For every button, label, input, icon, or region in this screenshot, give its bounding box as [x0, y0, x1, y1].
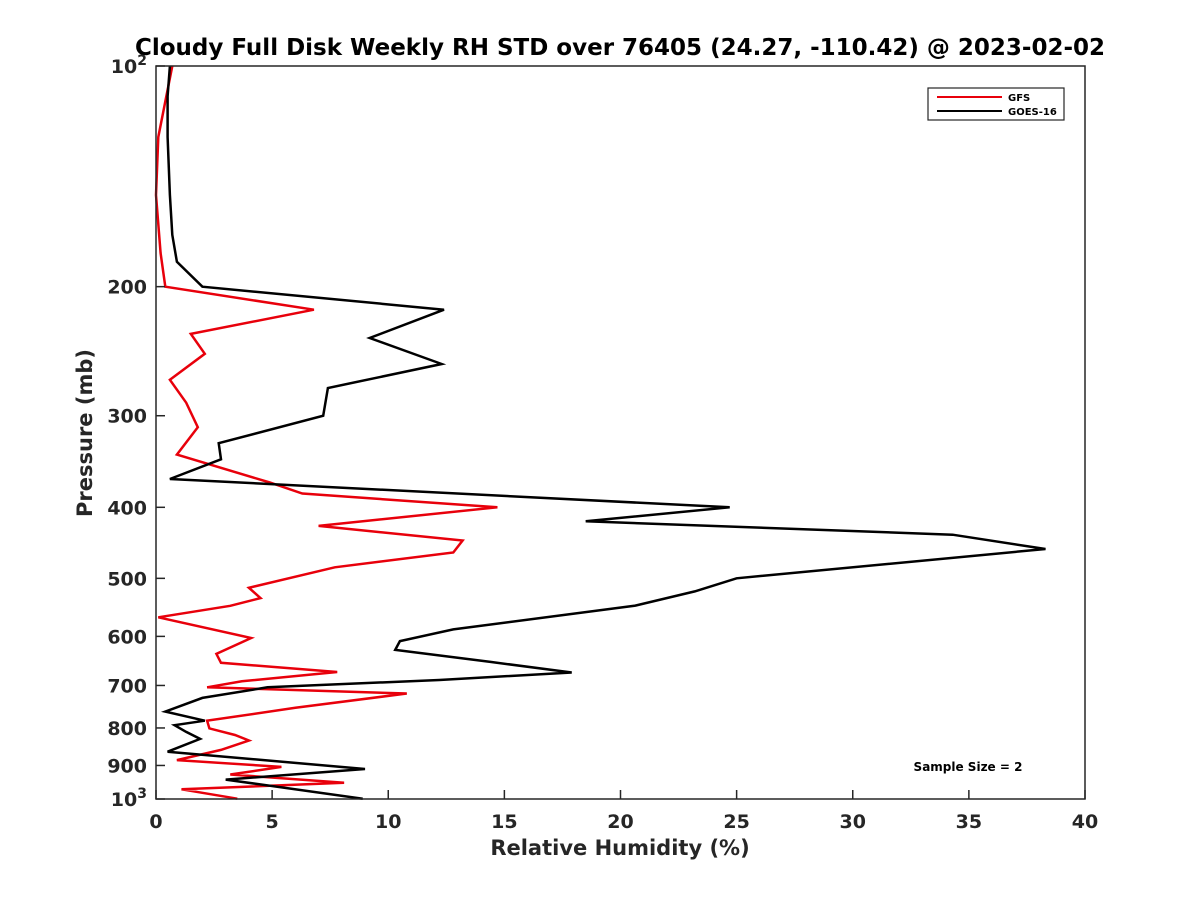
y-axis: 102 200 300 400 500 600 700 800 900 103 — [107, 53, 165, 811]
plot-area — [156, 66, 1085, 799]
series-group — [154, 65, 1046, 800]
y-tick-label: 500 — [107, 568, 147, 590]
y-tick-label: 200 — [107, 277, 147, 299]
series-line-goes-16 — [160, 65, 1046, 800]
y-tick-label: 800 — [107, 718, 147, 740]
sample-size-annotation: Sample Size = 2 — [914, 760, 1023, 774]
x-tick-label: 30 — [840, 811, 866, 833]
y-tick-label: 103 — [111, 786, 147, 811]
x-tick-label: 40 — [1072, 811, 1098, 833]
legend-gfs-label: GFS — [1008, 93, 1030, 104]
y-tick-label: 600 — [107, 626, 147, 648]
x-tick-label: 20 — [607, 811, 633, 833]
chart-title: Cloudy Full Disk Weekly RH STD over 7640… — [135, 35, 1105, 61]
legend-box — [927, 87, 1065, 121]
x-axis-label: Relative Humidity (%) — [490, 836, 749, 860]
y-axis-label: Pressure (mb) — [73, 349, 97, 517]
legend-goes16-label: GOES-16 — [1008, 107, 1057, 118]
series-line-gfs — [154, 65, 498, 800]
y-tick-label: 700 — [107, 675, 147, 697]
x-tick-label: 35 — [956, 811, 982, 833]
x-axis: 0 5 10 15 20 25 30 35 40 — [149, 790, 1098, 833]
y-tick-label: 102 — [111, 53, 147, 78]
x-tick-label: 25 — [723, 811, 749, 833]
x-tick-label: 15 — [491, 811, 517, 833]
y-tick-label: 300 — [107, 406, 147, 428]
y-tick-label: 400 — [107, 497, 147, 519]
legend: GFS GOES-16 — [927, 87, 1065, 121]
x-tick-label: 0 — [149, 811, 162, 833]
y-tick-label: 900 — [107, 755, 147, 777]
x-tick-label: 5 — [266, 811, 279, 833]
x-tick-label: 10 — [375, 811, 401, 833]
